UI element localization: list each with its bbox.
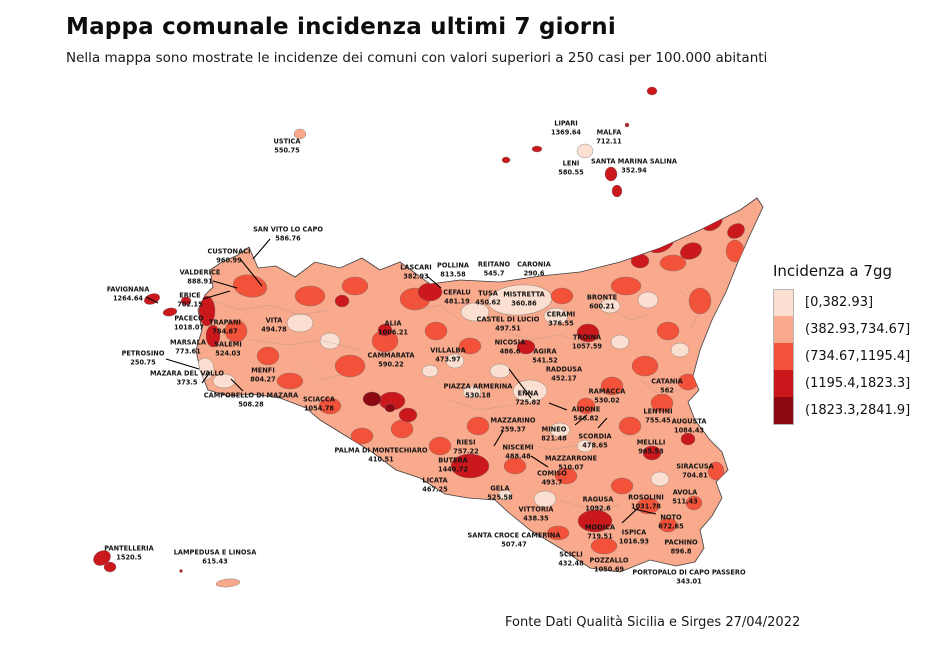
label-leader-line	[202, 290, 231, 300]
legend: Incidenza a 7gg [0,382.93] (382.93,734.67…	[773, 262, 933, 425]
legend-swatch	[773, 370, 794, 397]
legend-swatch	[773, 396, 794, 425]
leader-lines	[145, 238, 657, 524]
legend-entry-label: (734.67,1195.4]	[805, 349, 911, 364]
label-leader-line	[548, 402, 568, 411]
label-leader-line	[212, 280, 238, 289]
legend-entry-label: (382.93,734.67]	[805, 322, 911, 337]
comune-patches	[196, 212, 745, 572]
legend-swatch	[773, 316, 794, 343]
label-leader-line	[574, 414, 588, 426]
label-leader-line	[426, 275, 442, 289]
label-leader-line	[493, 430, 504, 447]
label-leader-line	[621, 507, 639, 524]
label-leader-line	[252, 238, 271, 260]
legend-entry: (734.67,1195.4]	[773, 343, 933, 370]
label-leader-line	[508, 368, 532, 399]
legend-swatch	[773, 343, 794, 370]
legend-entry: [0,382.93]	[773, 288, 933, 317]
label-leader-line	[165, 358, 200, 370]
label-leader-line	[597, 417, 608, 429]
page-subtitle: Nella mappa sono mostrate le incidenze d…	[66, 50, 768, 66]
legend-entry: (1195.4,1823.3]	[773, 370, 933, 397]
data-source-note: Fonte Dati Qualità Sicilia e Sirges 27/0…	[505, 615, 801, 630]
legend-swatch	[773, 288, 794, 317]
legend-entries: [0,382.93] (382.93,734.67] (734.67,1195.4]…	[773, 288, 933, 425]
label-leader-line	[201, 371, 211, 384]
legend-title: Incidenza a 7gg	[773, 262, 892, 280]
legend-entry: (382.93,734.67]	[773, 316, 933, 343]
label-leader-line	[240, 259, 263, 287]
legend-entry-label: [0,382.93]	[805, 295, 874, 310]
label-leader-line	[145, 296, 159, 304]
label-leader-line	[530, 455, 549, 468]
label-leader-line	[230, 378, 244, 392]
legend-entry: (1823.3,2841.9]	[773, 396, 933, 425]
legend-entry-label: (1195.4,1823.3]	[805, 376, 911, 391]
legend-entry-label: (1823.3,2841.9]	[805, 403, 911, 418]
label-leader-line	[633, 508, 657, 515]
page-title: Mappa comunale incidenza ultimi 7 giorni	[66, 14, 616, 40]
minor-islands	[93, 86, 658, 588]
